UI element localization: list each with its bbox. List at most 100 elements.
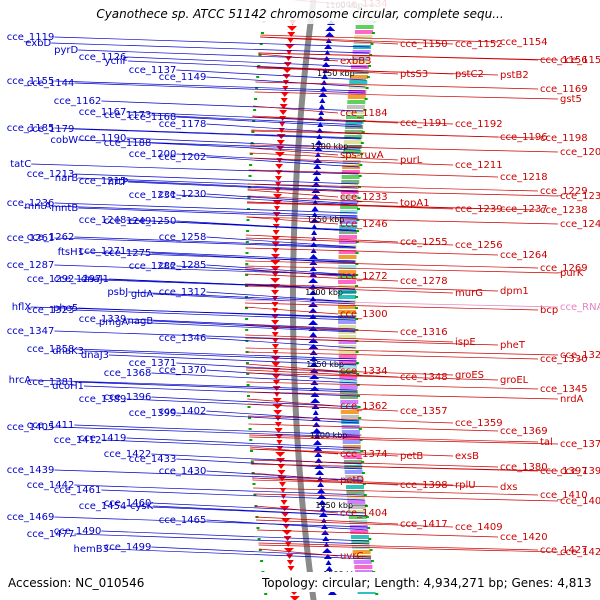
gene-label-right: cce_1397: [540, 466, 588, 477]
gene-label-left: cce_1347: [7, 326, 55, 337]
tick-mark: [248, 417, 251, 419]
feature-strip: [347, 505, 366, 509]
feature-strip: [339, 235, 357, 239]
tick-mark: [357, 197, 361, 199]
label-connector: [51, 42, 370, 54]
gene-label-left: cce_1469: [7, 512, 55, 523]
reverse-gene-arrow: [271, 236, 281, 241]
gene-label-left: cce_1402: [159, 406, 207, 417]
gene-label-left: cce_1405: [7, 422, 55, 433]
tick-mark: [359, 164, 363, 166]
reverse-gene-arrow: [279, 104, 288, 109]
gene-label-right: cce_1238: [540, 205, 588, 216]
label-connector: [253, 493, 559, 502]
feature-strip: [342, 160, 361, 164]
gene-label-right: cce_1211: [455, 160, 503, 171]
label-connector: [101, 489, 365, 501]
gene-label-left: cce_1231: [129, 190, 177, 201]
gene-label-right: cce_1404: [340, 508, 388, 519]
gene-label-left: cce_1454: [79, 501, 127, 512]
tick-mark: [247, 395, 250, 397]
forward-gene-arrow: [322, 548, 333, 553]
label-connector: [74, 173, 359, 185]
label-connector: [206, 193, 358, 205]
label-connector: [246, 202, 539, 211]
label-connector: [51, 205, 357, 217]
gene-label-left: mntA: [24, 201, 51, 212]
tick-mark: [249, 164, 253, 166]
feature-strip: [345, 125, 364, 129]
label-connector: [250, 144, 559, 153]
reverse-gene-arrow: [271, 332, 279, 337]
label-connector: [176, 458, 362, 470]
feature-strip: [346, 485, 364, 489]
gene-label-left: cce_1477: [27, 529, 75, 540]
label-connector: [206, 337, 356, 349]
label-connector: [245, 347, 559, 356]
gene-label-left: cce_1262: [27, 232, 75, 243]
gene-label-right: cce_1152: [455, 39, 503, 50]
tick-mark: [355, 318, 359, 320]
tick-mark: [361, 131, 365, 133]
label-connector: [246, 367, 454, 376]
forward-gene-arrow: [310, 248, 317, 253]
gene-label-left: cce_1167: [79, 107, 127, 118]
feature-strip: [344, 470, 363, 474]
gene-label-left: cce_1178: [159, 119, 207, 130]
feature-strip: [345, 475, 364, 479]
label-connector: [255, 516, 399, 525]
gene-label-left: cce_1461: [54, 485, 102, 496]
gene-label-right: cce_1232: [560, 191, 600, 202]
reverse-gene-arrow: [289, 596, 300, 600]
gene-label-right: exbB3: [340, 56, 371, 67]
gene-label-left: cce_1419: [79, 433, 127, 444]
feature-strip: [338, 270, 357, 274]
feature-strip: [347, 500, 366, 504]
forward-gene-arrow: [315, 470, 325, 475]
tick-mark: [355, 285, 359, 287]
forward-gene-arrow: [314, 452, 323, 457]
label-connector: [244, 302, 539, 311]
forward-gene-arrow: [324, 44, 333, 49]
gene-label-left: dcoH1: [52, 381, 84, 392]
gene-label-right: topA1: [400, 198, 430, 209]
gene-label-right: purL: [400, 155, 423, 166]
label-connector: [245, 260, 539, 269]
label-connector: [245, 265, 559, 274]
label-connector: [246, 216, 559, 225]
tick-mark: [375, 593, 379, 595]
feature-strip: [353, 560, 372, 564]
tick-mark: [358, 175, 362, 177]
tick-mark: [358, 417, 362, 419]
label-connector: [258, 542, 539, 551]
gene-label-right: nrdA: [560, 394, 584, 405]
tick-mark: [253, 109, 257, 111]
reverse-gene-arrow: [274, 188, 281, 193]
tick-mark: [362, 483, 366, 485]
gene-label-right: cce_1421: [560, 547, 600, 558]
label-connector: [246, 391, 559, 400]
gene-label-right: cce_1157: [560, 55, 600, 66]
gene-label-right: cce_1322: [560, 350, 600, 361]
gene-label-right: cce_1348: [400, 372, 448, 383]
label-connector: [249, 434, 539, 443]
gene-label-left: cce_1430: [159, 466, 207, 477]
label-connector: [251, 472, 339, 481]
label-connector: [247, 195, 399, 204]
feature-strip: [342, 445, 361, 449]
tick-mark: [363, 109, 367, 111]
forward-gene-arrow: [310, 236, 317, 241]
gene-label-right: cce_1169: [540, 84, 588, 95]
tick-mark: [247, 197, 251, 199]
forward-gene-arrow: [309, 290, 318, 295]
label-connector: [78, 139, 361, 151]
reverse-gene-arrow: [280, 512, 290, 517]
gene-label-left: exbD: [25, 38, 51, 49]
gene-label-left: cce_1149: [159, 72, 207, 83]
tick-mark: [355, 307, 358, 309]
gene-label-right: cce_1233: [340, 192, 388, 203]
label-connector: [246, 372, 499, 381]
gene-label-left: dnaK3: [52, 346, 84, 357]
label-connector: [249, 152, 399, 161]
